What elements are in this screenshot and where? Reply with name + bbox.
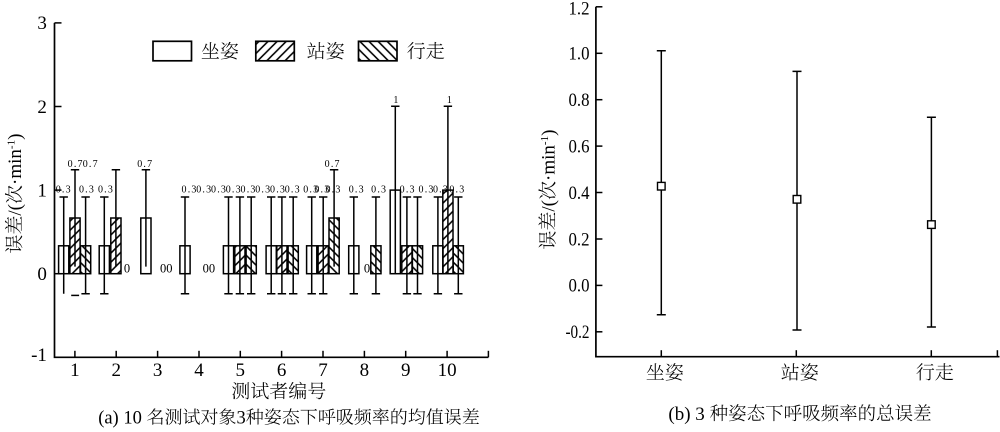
svg-text:1: 1	[70, 360, 80, 381]
svg-text:00: 00	[203, 261, 216, 275]
svg-text:·min: ·min	[5, 149, 26, 185]
svg-text:0.7: 0.7	[137, 159, 153, 170]
svg-text:0.0: 0.0	[569, 276, 590, 297]
svg-text:0.3: 0.3	[182, 184, 198, 195]
svg-text:3: 3	[237, 408, 246, 428]
svg-text:1.2: 1.2	[569, 0, 590, 20]
svg-text:0.2: 0.2	[569, 229, 590, 250]
svg-text:10: 10	[438, 360, 457, 381]
svg-text:0.3: 0.3	[303, 184, 319, 195]
svg-text:-1: -1	[539, 136, 551, 145]
svg-text:0.3: 0.3	[400, 184, 416, 195]
svg-text:-0.2: -0.2	[566, 322, 590, 343]
svg-text:0.3: 0.3	[285, 184, 301, 195]
svg-text:0.3: 0.3	[56, 184, 72, 195]
svg-text:0.3: 0.3	[349, 184, 365, 195]
svg-text:1: 1	[393, 95, 398, 106]
svg-text:3: 3	[153, 360, 163, 381]
svg-text:0.3: 0.3	[449, 184, 465, 195]
svg-text:0: 0	[364, 261, 370, 275]
svg-text:0.8: 0.8	[569, 90, 590, 111]
svg-text:0: 0	[124, 261, 130, 275]
svg-text:9: 9	[401, 360, 411, 381]
svg-text:00: 00	[160, 261, 173, 275]
svg-text:6: 6	[277, 360, 287, 381]
svg-text:2: 2	[37, 97, 47, 118]
svg-text:): )	[5, 134, 26, 140]
svg-text:/(: /(	[538, 200, 559, 212]
svg-text:0.3: 0.3	[433, 184, 449, 195]
svg-text:0.3: 0.3	[98, 184, 114, 195]
svg-text:-1: -1	[31, 345, 47, 366]
svg-text:0.3: 0.3	[371, 184, 387, 195]
svg-text:0.3: 0.3	[419, 184, 435, 195]
svg-text:0.3: 0.3	[226, 184, 242, 195]
svg-text:4: 4	[194, 360, 204, 381]
svg-text:(b) 3: (b) 3	[668, 404, 704, 425]
svg-text:0.3: 0.3	[241, 184, 257, 195]
svg-text:3: 3	[37, 13, 47, 34]
svg-text:/(: /(	[5, 204, 26, 216]
svg-text:0.3: 0.3	[325, 184, 341, 195]
svg-text:0.3: 0.3	[314, 184, 330, 195]
svg-text:): )	[538, 130, 559, 136]
svg-text:0.3: 0.3	[270, 184, 286, 195]
svg-text:0.7: 0.7	[83, 159, 99, 170]
svg-text:0.6: 0.6	[569, 136, 590, 157]
svg-text:0.3: 0.3	[255, 184, 271, 195]
svg-text:0.7: 0.7	[325, 159, 341, 170]
svg-text:0.3: 0.3	[196, 184, 212, 195]
svg-text:-1: -1	[6, 140, 18, 149]
svg-text:(a) 10: (a) 10	[98, 408, 142, 428]
svg-text:8: 8	[360, 360, 370, 381]
svg-text:1.0: 1.0	[569, 44, 590, 65]
svg-text:·min: ·min	[538, 145, 559, 181]
svg-text:1: 1	[37, 180, 47, 201]
svg-text:1: 1	[447, 95, 452, 106]
svg-text:0: 0	[37, 264, 47, 285]
svg-text:0.7: 0.7	[68, 159, 84, 170]
svg-text:2: 2	[111, 360, 121, 381]
svg-text:5: 5	[236, 360, 246, 381]
svg-text:0.3: 0.3	[79, 184, 95, 195]
svg-text:0.3: 0.3	[211, 184, 227, 195]
svg-text:7: 7	[318, 360, 328, 381]
svg-text:0.4: 0.4	[569, 183, 590, 204]
